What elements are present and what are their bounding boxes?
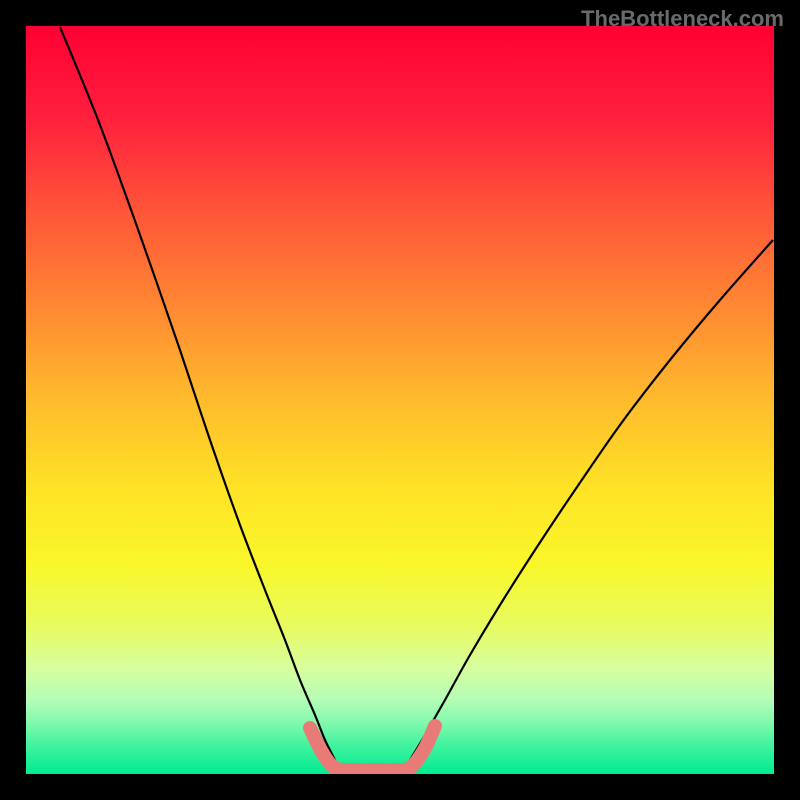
chart-background xyxy=(26,26,774,774)
watermark-text: TheBottleneck.com xyxy=(581,6,784,32)
bottleneck-chart xyxy=(0,0,800,800)
chart-container: TheBottleneck.com xyxy=(0,0,800,800)
